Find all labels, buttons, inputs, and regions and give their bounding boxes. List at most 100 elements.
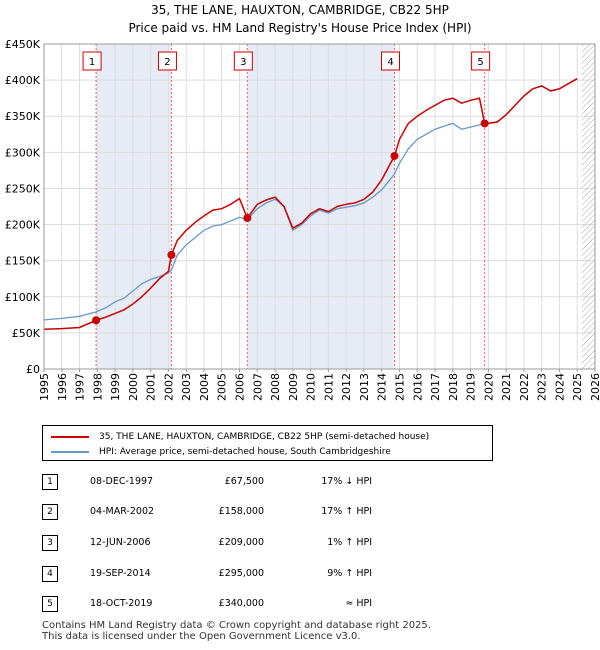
x-tick-label: 2022 xyxy=(518,373,531,401)
x-tick-label: 2021 xyxy=(500,373,513,401)
table-row: 2 04-MAR-2002 £158,000 17% ↑ HPI xyxy=(42,504,402,522)
sale-number-badge: 3 xyxy=(42,535,58,551)
sale-date: 19-SEP-2014 xyxy=(90,568,151,579)
x-tick-label: 2016 xyxy=(411,373,424,401)
sale-band xyxy=(96,44,172,369)
sale-number-box xyxy=(381,51,401,71)
x-tick-label: 2024 xyxy=(553,373,566,401)
x-tick-label: 1998 xyxy=(91,373,104,401)
sale-price: £340,000 xyxy=(218,598,264,609)
x-tick-label: 2009 xyxy=(287,373,300,401)
sale-date: 18-OCT-2019 xyxy=(90,598,153,609)
x-tick-label: 1997 xyxy=(74,373,87,401)
future-hatch xyxy=(581,44,595,369)
sale-points xyxy=(92,119,489,325)
chart-title: 35, THE LANE, HAUXTON, CAMBRIDGE, CB22 5… xyxy=(0,0,600,37)
x-tick-labels: 1995 1996 1997 1998 1999 2000 2001 2002 2003 2004… xyxy=(38,369,600,401)
sale-number-labels: 1 2 3 4 5 xyxy=(82,51,491,71)
x-tick-label: 2006 xyxy=(234,373,247,401)
x-tick-label: 2000 xyxy=(127,373,140,401)
y-tick-label: £250K xyxy=(5,182,41,195)
x-tick-label: 2010 xyxy=(305,373,318,401)
sale-hpi-comparison: 17% ↑ HPI xyxy=(321,506,372,517)
sale-number-box xyxy=(157,51,177,71)
y-tick-label: £50K xyxy=(12,327,41,340)
sale-number-box xyxy=(82,51,102,71)
footer-copyright: Contains HM Land Registry data © Crown c… xyxy=(42,620,431,631)
footer: Contains HM Land Registry data © Crown c… xyxy=(42,620,431,642)
series-lines xyxy=(43,78,578,331)
x-tick-label: 2015 xyxy=(393,373,406,401)
sale-price: £158,000 xyxy=(218,506,264,517)
future-hatch-area xyxy=(581,44,595,369)
sale-number-label: 2 xyxy=(164,57,170,68)
sale-price: £67,500 xyxy=(224,476,264,487)
chart-title-line2: Price paid vs. HM Land Registry's House … xyxy=(128,21,472,35)
x-tick-label: 2014 xyxy=(376,373,389,401)
table-row: 5 18-OCT-2019 £340,000 ≈ HPI xyxy=(42,596,402,614)
y-tick-label: £450K xyxy=(5,38,41,51)
y-tick-label: £300K xyxy=(5,146,41,159)
y-tick-label: £0 xyxy=(26,363,40,376)
x-tick-label: 1999 xyxy=(109,373,122,401)
axes xyxy=(43,43,596,370)
x-tick-label: 1996 xyxy=(56,373,69,401)
x-tick-label: 2013 xyxy=(358,373,371,401)
sale-point xyxy=(480,119,489,128)
x-tick-label: 2007 xyxy=(251,373,264,401)
sale-hpi-comparison: 17% ↓ HPI xyxy=(321,476,372,487)
legend-item-hpi: HPI: Average price, semi-detached house,… xyxy=(51,445,391,459)
sale-hpi-comparison: ≈ HPI xyxy=(345,598,372,609)
sale-point xyxy=(243,214,252,223)
sale-point xyxy=(92,316,101,325)
sale-number-label: 5 xyxy=(477,57,483,68)
sale-number-label: 3 xyxy=(240,57,246,68)
legend-item-property: 35, THE LANE, HAUXTON, CAMBRIDGE, CB22 5… xyxy=(51,430,429,444)
sale-number-box xyxy=(233,51,253,71)
sale-point xyxy=(167,250,176,259)
sale-hpi-comparison: 9% ↑ HPI xyxy=(327,568,372,579)
sale-band xyxy=(247,44,395,369)
footer-licence: This data is licensed under the Open Gov… xyxy=(42,631,361,642)
chart-title-line1: 35, THE LANE, HAUXTON, CAMBRIDGE, CB22 5… xyxy=(151,3,449,17)
property-price-line xyxy=(43,78,578,331)
plot-frame xyxy=(43,43,596,370)
sale-number-badge: 5 xyxy=(42,596,58,612)
x-tick-label: 2012 xyxy=(340,373,353,401)
x-tick-label: 1995 xyxy=(38,373,51,401)
table-row: 1 08-DEC-1997 £67,500 17% ↓ HPI xyxy=(42,474,402,492)
grid-lines xyxy=(43,43,596,370)
sale-date: 08-DEC-1997 xyxy=(90,476,154,487)
x-tick-label: 2011 xyxy=(322,373,335,401)
y-tick-label: £400K xyxy=(5,74,41,87)
x-tick-label: 2004 xyxy=(198,373,211,401)
x-tick-label: 2003 xyxy=(180,373,193,401)
x-tick-label: 2001 xyxy=(145,373,158,401)
x-tick-label: 2023 xyxy=(536,373,549,401)
x-tick-label: 2025 xyxy=(571,373,584,401)
legend-label-property: 35, THE LANE, HAUXTON, CAMBRIDGE, CB22 5… xyxy=(99,432,430,442)
sale-price: £295,000 xyxy=(218,568,264,579)
x-tick-label: 2026 xyxy=(589,373,600,401)
sale-number-box xyxy=(471,51,491,71)
x-tick-label: 2008 xyxy=(269,373,282,401)
legend-swatch-property xyxy=(51,436,89,438)
sale-point xyxy=(390,151,399,160)
sale-price: £209,000 xyxy=(218,537,264,548)
x-tick-label: 2019 xyxy=(465,373,478,401)
table-row: 3 12-JUN-2006 £209,000 1% ↑ HPI xyxy=(42,535,402,553)
table-row: 4 19-SEP-2014 £295,000 9% ↑ HPI xyxy=(42,566,402,584)
y-tick-label: £200K xyxy=(5,219,41,232)
x-tick-label: 2020 xyxy=(482,373,495,401)
sale-bands xyxy=(96,44,395,369)
legend-swatch-hpi xyxy=(51,451,89,453)
sale-number-badge: 2 xyxy=(42,504,58,520)
legend-label-hpi: HPI: Average price, semi-detached house,… xyxy=(99,447,391,457)
legend: 35, THE LANE, HAUXTON, CAMBRIDGE, CB22 5… xyxy=(42,425,493,461)
x-tick-label: 2002 xyxy=(162,373,175,401)
y-tick-label: £150K xyxy=(5,255,41,268)
y-tick-labels: £0 £50K £100K £150K £200K £250K £300K £350K £400… xyxy=(5,38,41,376)
sale-number-label: 4 xyxy=(387,57,393,68)
sale-number-label: 1 xyxy=(89,57,95,68)
price-chart: 1 2 3 4 5 £0 £50K £100K £150K £200K £250K £300K £35… xyxy=(5,38,600,401)
